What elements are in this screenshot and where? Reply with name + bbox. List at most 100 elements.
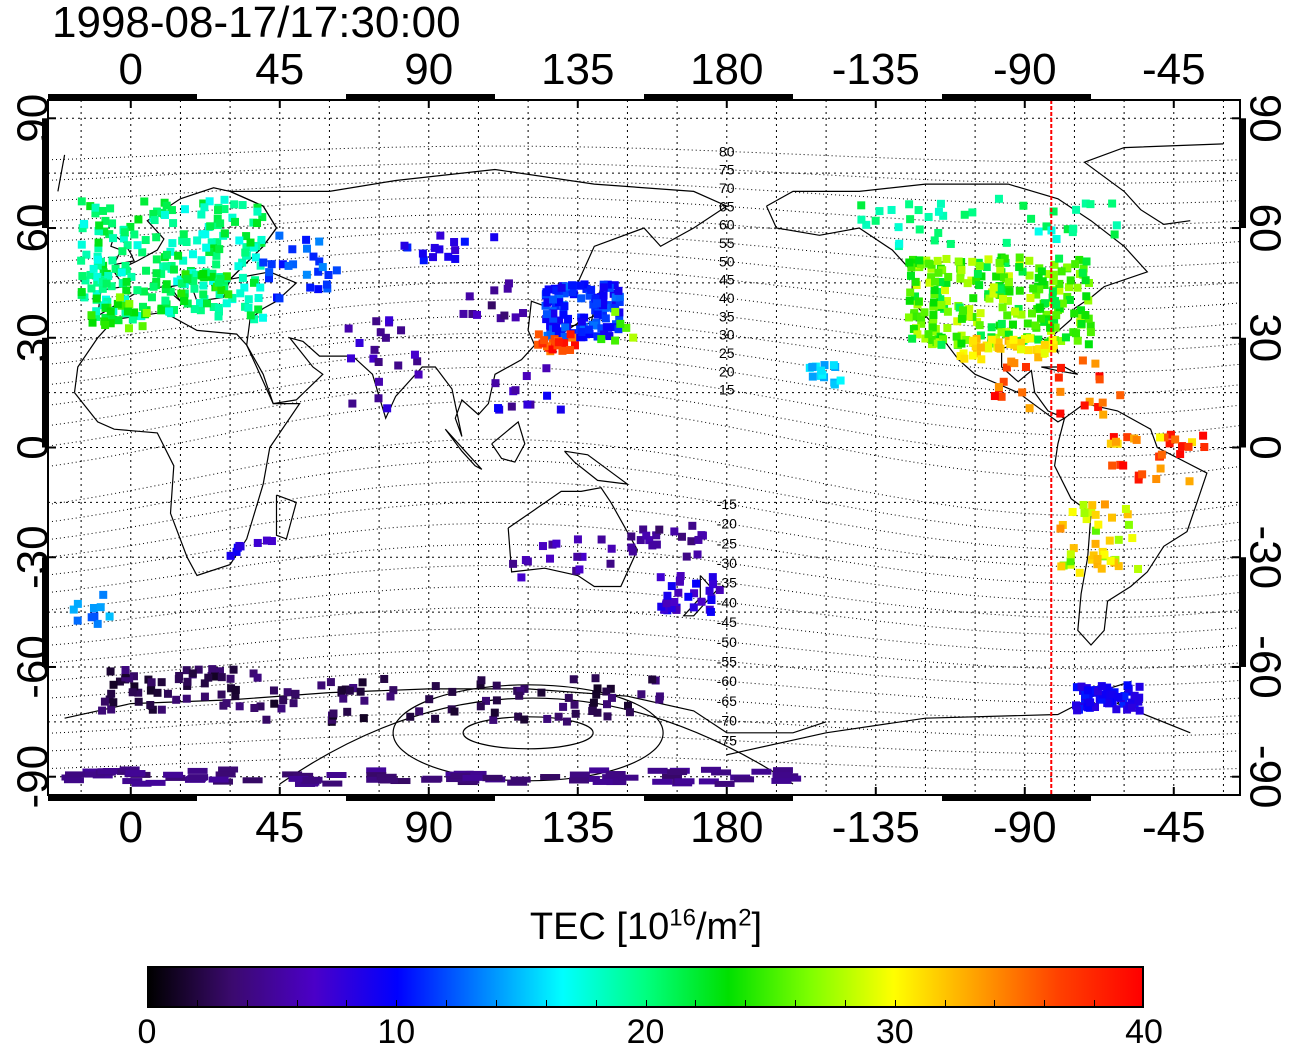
colorbar-minor-tick [894,1000,896,1008]
tec-cell [418,249,427,258]
tec-cell [615,298,624,307]
tec-cell [390,778,411,785]
frame-bar [1240,557,1246,667]
tec-cell [987,323,996,332]
tec-cell [1072,329,1081,338]
tec-cell [92,290,101,299]
tec-cell [1005,287,1014,296]
tec-cell [942,297,951,306]
tec-cell [592,690,601,699]
frame-bar [42,337,48,448]
tec-cell [197,256,206,265]
magnetic-latitude-line [48,438,1240,517]
tec-cell [1027,214,1036,223]
tec-cell [79,219,88,228]
tec-cell [1109,433,1118,442]
magnetic-latitude-line [48,145,1240,163]
tec-cell [1055,254,1064,263]
tec-cell [1100,500,1109,509]
tec-cell [133,241,142,250]
tec-cell [208,665,217,674]
top-lon-label: 180 [690,45,763,94]
tec-cell [914,297,923,306]
tec-cell [1082,515,1091,524]
tec-cell [466,770,487,777]
tec-world-map: 0045459090135135180180-135-135-90-90-45-… [9,45,1290,852]
tec-cell [1004,278,1013,287]
tec-cell [150,216,159,225]
tec-cell [517,573,526,582]
tec-cell [87,311,96,320]
tec-cell [181,270,190,279]
tec-cell [152,277,161,286]
tec-cell [209,303,218,312]
colorbar-minor-tick [944,1000,946,1008]
tec-cell [1057,336,1066,345]
tec-cell [492,696,501,705]
tec-cell [149,282,158,291]
tec-cell [1135,706,1144,715]
tec-cell [1035,303,1044,312]
tec-cell [134,688,143,697]
tec-cell [169,265,178,274]
magnetic-latitude-label: -70 [717,713,737,729]
tec-cell [190,305,199,314]
tec-cell [125,300,134,309]
tec-cell [690,589,699,598]
tec-cell [570,700,579,709]
tec-cell [226,551,235,560]
tec-cell [289,260,298,269]
tec-cell [359,714,368,723]
tec-cell [973,269,982,278]
tec-cell [130,230,139,239]
tec-cell [1002,238,1011,247]
tec-cell [1097,695,1106,704]
tec-cell [1034,227,1043,236]
tec-cell [157,269,166,278]
tec-cell [414,370,423,379]
coastline [491,420,526,463]
tec-cell [104,271,113,280]
tec-cell [92,307,101,316]
tec-cell [141,236,150,245]
frame-bar [346,94,495,100]
magnetic-latitude-line [48,366,1240,437]
tec-cell [129,672,138,681]
tec-cell [607,693,616,702]
tec-cell [372,317,381,326]
tec-cell [88,318,97,327]
tec-cell [63,777,84,784]
tec-cell [322,780,343,787]
tec-cell [995,258,1004,267]
tec-cell [1023,319,1032,328]
tec-cell [376,328,385,337]
tec-cell [100,697,109,706]
tec-cell [213,282,222,291]
tec-cell [836,376,845,385]
tec-cell [230,200,239,209]
tec-cell [212,251,221,260]
tec-cell [667,582,676,591]
tec-cell [222,699,231,708]
tec-cell [999,273,1008,282]
right-lat-label: 0 [1240,435,1289,459]
tec-cell [422,775,443,782]
tec-cell [924,212,933,221]
tec-cell [277,704,286,713]
tec-cell [195,299,204,308]
tec-cell [93,255,102,264]
tec-cell [235,702,244,711]
tec-cell [929,302,938,311]
tec-cell [576,281,585,290]
tec-cell [1052,235,1061,244]
tec-cell [557,283,566,292]
tec-cell [962,335,971,344]
tec-cell [1083,686,1092,695]
tec-cell [916,260,925,269]
tec-cell [275,231,284,240]
tec-cell [109,680,118,689]
tec-cell [293,772,314,779]
top-lon-label: 45 [255,45,304,94]
tec-cell [315,237,324,246]
tec-cell [969,336,978,345]
